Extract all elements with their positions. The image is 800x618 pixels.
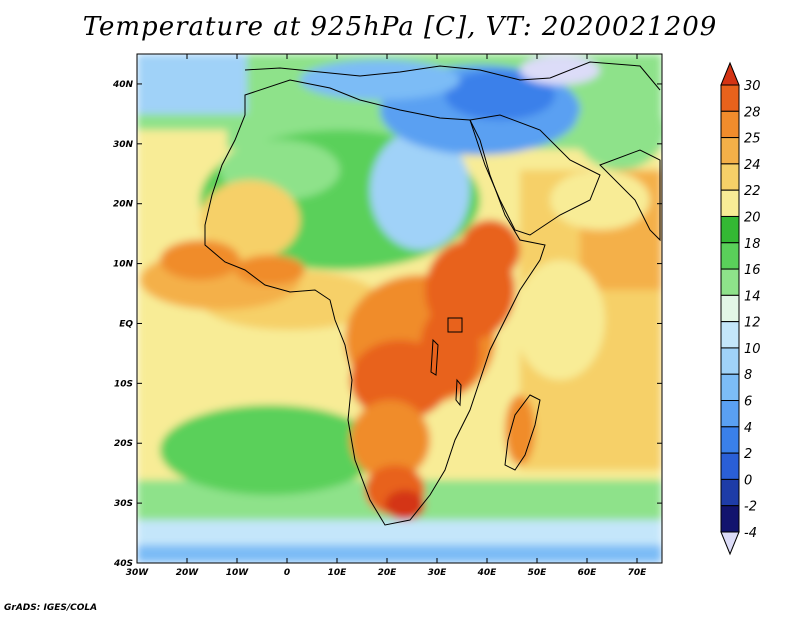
colorbar-bottom-triangle: [720, 531, 740, 556]
lon-tick-label: 60E: [578, 568, 598, 578]
colorbar-label: 6: [744, 395, 752, 410]
colorbar-label: 0: [744, 473, 752, 488]
colorbar-label: 30: [744, 79, 761, 94]
colorbar-band: [720, 426, 740, 454]
colorbar-band: [720, 321, 740, 349]
lon-tick-label: 10W: [226, 568, 250, 578]
africa-coastline: [204, 79, 546, 526]
lon-tick-label: 10E: [328, 568, 348, 578]
lat-tick-label: 30N: [113, 140, 134, 150]
lon-tick-label: 0: [284, 568, 290, 578]
colorbar-label: -2: [744, 500, 757, 515]
colorbar-band: [720, 478, 740, 507]
lat-tick-label: 20S: [114, 439, 133, 449]
lake-tanganyika: [430, 338, 439, 376]
madagascar-coastline: [504, 394, 541, 471]
lon-tick-label: 70E: [628, 568, 648, 578]
axis-ticks: 30W 20W 10W 0 10E 20E 30E 40E 50E 60E 70E 40N 30N 20N…: [112, 54, 662, 578]
colorbar-label: 28: [744, 105, 761, 120]
colorbar-label: 10: [744, 342, 761, 357]
lake-victoria: [447, 317, 463, 333]
colorbar-label: 24: [744, 158, 761, 173]
europe-coastline: [244, 61, 661, 91]
colorbar-band: [720, 163, 740, 191]
lon-tick-label: 40E: [477, 568, 498, 578]
lon-tick-label: 50E: [528, 568, 548, 578]
colorbar-band: [720, 137, 740, 165]
colorbar-band: [720, 505, 740, 533]
colorbar-label: 14: [744, 289, 761, 304]
colorbar-band: [720, 189, 740, 217]
lat-tick-label: 20N: [113, 200, 134, 210]
colorbar-label: 18: [744, 237, 761, 252]
lat-tick-label: 30S: [114, 499, 133, 509]
colorbar-band: [720, 110, 740, 139]
colorbar-label: -4: [744, 526, 757, 541]
colorbar-band: [720, 268, 740, 296]
india-coastline: [599, 149, 661, 242]
colorbar-band: [720, 400, 740, 428]
lake-malawi: [455, 378, 462, 407]
colorbar-band: [720, 347, 740, 375]
lat-tick-label: 10S: [114, 379, 133, 389]
lon-tick-label: 20W: [176, 568, 200, 578]
colorbar-band: [720, 294, 740, 323]
colorbar-label: 4: [744, 421, 752, 436]
lat-tick-label: 40N: [112, 80, 134, 90]
colorbar-band: [720, 373, 740, 402]
coastlines: [204, 61, 661, 526]
colorbar-label: 22: [744, 184, 761, 199]
lat-tick-label: 10N: [113, 260, 134, 270]
colorbar-band: [720, 242, 740, 270]
credit-label: GrADS: IGES/COLA: [4, 603, 98, 613]
lon-tick-label: 30E: [428, 568, 448, 578]
lat-tick-label: 40S: [113, 559, 133, 569]
colorbar-band: [720, 452, 740, 480]
map-title: Temperature at 925hPa [C], VT: 202002120…: [82, 12, 718, 42]
temperature-field: [137, 54, 662, 563]
colorbar-label: 12: [744, 316, 761, 331]
lon-tick-label: 30W: [126, 568, 150, 578]
lon-tick-label: 20E: [378, 568, 398, 578]
lat-tick-label: EQ: [119, 319, 133, 329]
colorbar-label: 2: [744, 447, 752, 462]
colorbar-label: 8: [744, 368, 752, 383]
colorbar-label: 25: [744, 132, 761, 147]
colorbar-band: [720, 215, 740, 244]
colorbar-top-triangle: [720, 61, 740, 86]
colorbar-label: 20: [744, 210, 761, 225]
map-frame: [136, 53, 663, 564]
colorbar-band: [720, 84, 740, 112]
colorbar-label: 16: [744, 263, 761, 278]
arabia-coastline: [469, 114, 601, 236]
